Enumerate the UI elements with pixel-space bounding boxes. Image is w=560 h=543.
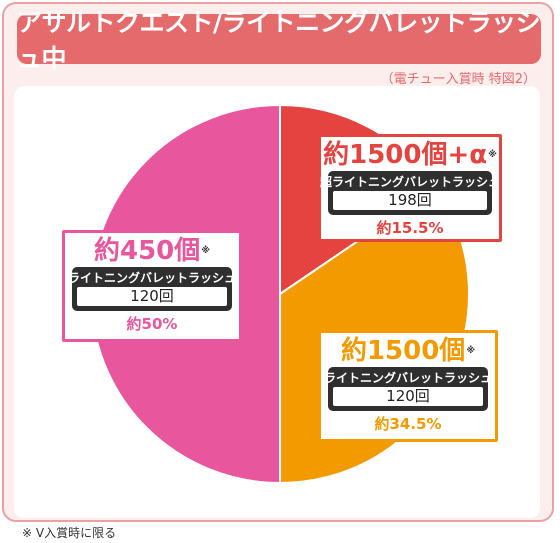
mode-count-lightning-1500: 120回: [333, 387, 483, 406]
percent-label-super-lightning: 約15.5%: [376, 219, 444, 237]
slice-label-lightning-1500: 約1500個※ ライトニングバレットラッシュ 120回 約34.5%: [318, 330, 498, 442]
mode-count-super-lightning: 198回: [333, 191, 487, 210]
title-banner: アサルトクエスト/ライトニングバレットラッシュ中: [17, 8, 541, 73]
mode-box-lightning-450: ライトニングバレットラッシュ 120回: [68, 267, 236, 311]
payout-label-super-lightning: 約1500個+α※: [323, 140, 497, 170]
slice-label-super-lightning: 約1500個+α※ 超ライトニングバレットラッシュ 198回 約15.5%: [318, 134, 502, 242]
footnote: ※ V入賞時に限る: [22, 526, 117, 540]
mode-name-super-lightning: 超ライトニングバレットラッシュ: [320, 175, 501, 189]
percent-label-lightning-450: 約50%: [126, 315, 178, 333]
payout-label-lightning-1500: 約1500個※: [340, 336, 476, 366]
mode-count-lightning-450: 120回: [77, 287, 227, 306]
mode-name-lightning-1500: ライトニングバレットラッシュ: [324, 371, 493, 385]
mode-name-lightning-450: ライトニングバレットラッシュ: [68, 271, 237, 285]
slice-label-lightning-450: 約450個※ ライトニングバレットラッシュ 120回 約50%: [62, 230, 242, 342]
mode-box-super-lightning: 超ライトニングバレットラッシュ 198回: [320, 171, 500, 215]
chart-title: アサルトクエスト/ライトニングバレットラッシュ中: [17, 8, 541, 73]
percent-label-lightning-1500: 約34.5%: [374, 415, 442, 433]
payout-label-lightning-450: 約450個※: [93, 236, 211, 266]
chart-subtitle: （電チュー入賞時 特図2）: [380, 72, 536, 87]
mode-box-lightning-1500: ライトニングバレットラッシュ 120回: [324, 367, 492, 411]
